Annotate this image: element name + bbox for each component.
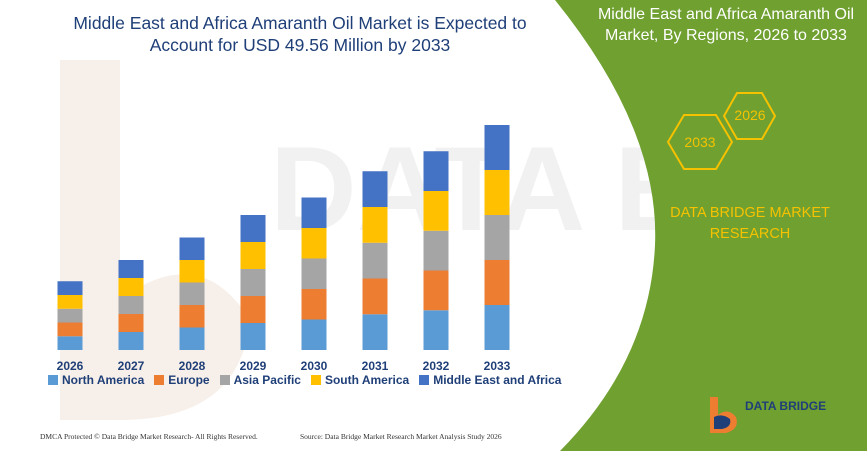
bar-segment-2028-europe (179, 305, 205, 328)
hex-label-bottom: 2033 (684, 134, 716, 150)
bar-segment-2029-south-america (240, 242, 266, 269)
x-tick-label: 2033 (484, 359, 511, 373)
legend-label: North America (62, 373, 145, 387)
bar-segment-2027-middle-east-and-africa (118, 260, 144, 278)
bar-segment-2029-middle-east-and-africa (240, 215, 266, 242)
bar-segment-2031-asia-pacific (362, 242, 388, 279)
bar-segment-2031-north-america (362, 314, 388, 350)
bar-segment-2029-europe (240, 296, 266, 323)
bar-segment-2033-asia-pacific (484, 215, 510, 260)
chart-title: Middle East and Africa Amaranth Oil Mark… (40, 12, 560, 56)
bar-segment-2032-middle-east-and-africa (423, 151, 449, 191)
chart-title-line-1: Middle East and Africa Amaranth Oil Mark… (73, 13, 527, 33)
x-tick-label: 2026 (57, 359, 84, 373)
legend-swatch (154, 375, 165, 385)
bar-segment-2030-north-america (301, 319, 327, 350)
bar-segment-2032-asia-pacific (423, 230, 449, 271)
bar-segment-2027-south-america (118, 278, 144, 296)
bar-segment-2033-europe (484, 260, 510, 305)
x-tick-label: 2032 (423, 359, 450, 373)
legend-label: Middle East and Africa (433, 373, 562, 387)
bar-segment-2027-europe (118, 314, 144, 332)
bar-segment-2026-south-america (57, 295, 83, 309)
bar-segment-2030-south-america (301, 228, 327, 259)
bar-segment-2029-asia-pacific (240, 269, 266, 296)
bar-segment-2028-asia-pacific (179, 282, 205, 305)
bar-segment-2030-asia-pacific (301, 258, 327, 289)
brand-line-2: RESEARCH (709, 226, 791, 242)
bar-segment-2026-middle-east-and-africa (57, 281, 83, 295)
logo-icon (710, 397, 737, 433)
x-tick-label: 2027 (118, 359, 145, 373)
bar-segment-2031-europe (362, 278, 388, 315)
bar-segment-2028-north-america (179, 327, 205, 350)
footer-copyright: DMCA Protected © Data Bridge Market Rese… (40, 432, 258, 441)
bar-segment-2030-europe (301, 289, 327, 320)
legend-swatch (48, 375, 58, 385)
x-tick-label: 2031 (362, 359, 389, 373)
bar-segment-2029-north-america (240, 323, 266, 350)
bar-segment-2031-middle-east-and-africa (362, 171, 388, 207)
bar-segment-2033-north-america (484, 305, 510, 350)
stacked-bar-chart: 2026 2027 2028 2029 2030 2031 2032 2033 (57, 125, 511, 373)
bar-segment-2027-asia-pacific (118, 296, 144, 314)
x-tick-label: 2030 (301, 359, 328, 373)
bar-segment-2026-europe (57, 322, 83, 337)
legend: North America Europe Asia Pacific South Ame… (48, 373, 561, 387)
bar-segment-2028-south-america (179, 260, 205, 283)
logo-text: DATA BRIDGE (745, 399, 827, 413)
legend-item: North America (48, 373, 144, 387)
legend-label: Asia Pacific (233, 373, 301, 387)
bar-segment-2027-north-america (118, 332, 144, 350)
bar-segment-2033-middle-east-and-africa (484, 125, 510, 170)
brand-line-1: DATA BRIDGE MARKET (670, 205, 830, 221)
legend-item: Middle East and Africa (419, 373, 561, 387)
bar-segment-2026-asia-pacific (57, 308, 83, 323)
legend-swatch (219, 375, 230, 385)
brand-text: DATA BRIDGE MARKET RESEARCH (650, 203, 850, 245)
chart-title-line-2: Account for USD 49.56 Million by 2033 (149, 35, 451, 55)
bar-segment-2026-north-america (57, 336, 83, 350)
bar-segment-2030-middle-east-and-africa (301, 197, 327, 228)
legend-swatch (310, 375, 321, 385)
footer-source: Source: Data Bridge Market Research Mark… (300, 432, 502, 441)
bar-segment-2032-north-america (423, 310, 449, 350)
hex-label-top: 2026 (734, 107, 766, 123)
legend-label: Europe (168, 373, 210, 387)
legend-item: Asia Pacific (219, 373, 301, 387)
x-tick-label: 2029 (240, 359, 267, 373)
panel-title-line-1: Middle East and Africa Amaranth Oil (597, 6, 855, 23)
panel-title-line-2: Market, By Regions, 2026 to 2033 (605, 27, 847, 44)
legend-swatch (419, 375, 430, 385)
legend-label: South America (324, 373, 410, 387)
panel-title: Middle East and Africa Amaranth Oil Mark… (588, 4, 864, 46)
bar-segment-2033-south-america (484, 170, 510, 215)
bar-segment-2031-south-america (362, 207, 388, 243)
bar-segment-2032-south-america (423, 191, 449, 231)
bar-segment-2028-middle-east-and-africa (179, 237, 205, 260)
legend-item: Europe (154, 373, 210, 387)
legend-item: South America (310, 373, 410, 387)
x-tick-label: 2028 (179, 359, 206, 373)
bar-segment-2032-europe (423, 270, 449, 311)
